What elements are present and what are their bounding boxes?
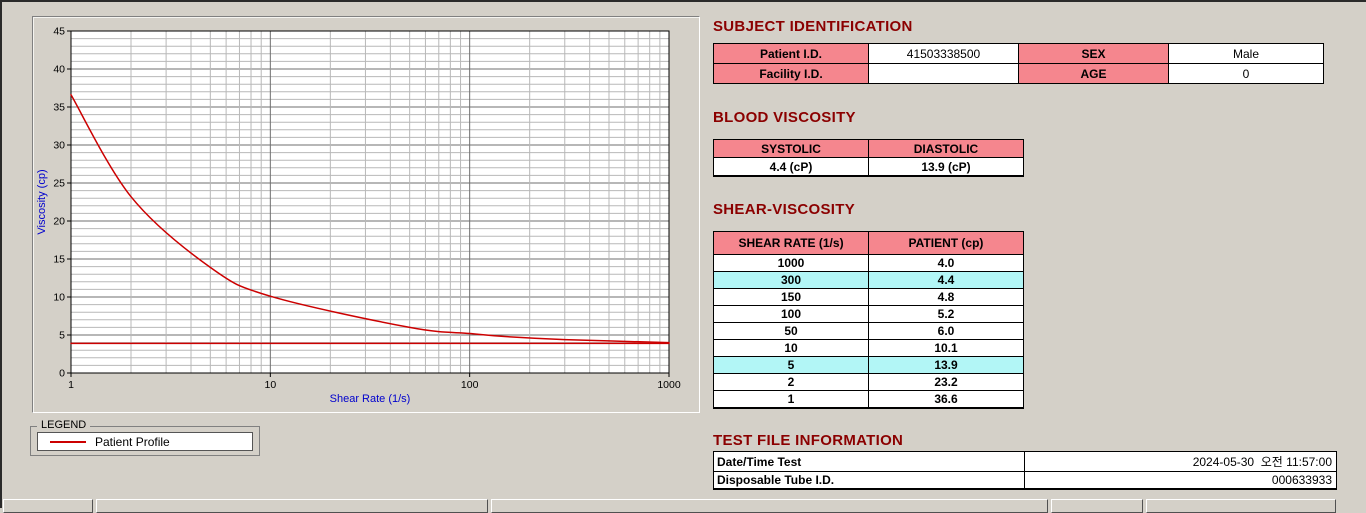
shear-rate-cell: 100 (713, 305, 869, 323)
subject-identification-table: Patient I.D. 41503338500 SEX Male Facili… (713, 43, 1324, 84)
shear-table-row: 10 10.1 (713, 339, 1024, 357)
shear-table-row: 5 13.9 (713, 356, 1024, 374)
table-row: SHEAR RATE (1/s) PATIENT (cp) (713, 231, 1024, 255)
shear-table-row: 300 4.4 (713, 271, 1024, 289)
legend-series-label: Patient Profile (95, 434, 170, 449)
diastolic-header: DIASTOLIC (868, 139, 1024, 158)
diastolic-value: 13.9 (cP) (868, 157, 1024, 177)
test-file-label: Disposable Tube I.D. (713, 471, 1025, 490)
test-file-information-title: TEST FILE INFORMATION (713, 432, 904, 449)
shear-rate-cell: 300 (713, 271, 869, 289)
patient-cp-cell: 6.0 (868, 322, 1024, 340)
table-row: Patient I.D. 41503338500 SEX Male (713, 43, 1324, 64)
patient-cp-cell: 23.2 (868, 373, 1024, 391)
bottom-button-fragment[interactable] (491, 499, 1048, 513)
shear-rate-cell: 10 (713, 339, 869, 357)
bottom-button-fragment[interactable] (3, 499, 93, 513)
patient-cp-header: PATIENT (cp) (868, 231, 1024, 255)
shear-rate-cell: 2 (713, 373, 869, 391)
svg-text:1000: 1000 (657, 379, 681, 391)
test-file-row: Date/Time Test 2024-05-30 오전 11:57:00 (713, 451, 1337, 472)
age-label: AGE (1018, 63, 1169, 84)
shear-table-row: 50 6.0 (713, 322, 1024, 340)
test-file-label: Date/Time Test (713, 451, 1025, 472)
svg-text:35: 35 (53, 102, 65, 114)
svg-text:5: 5 (59, 330, 65, 342)
svg-text:10: 10 (53, 292, 65, 304)
table-row: 4.4 (cP) 13.9 (cP) (713, 157, 1024, 177)
shear-table-row: 1000 4.0 (713, 254, 1024, 272)
svg-text:30: 30 (53, 140, 65, 152)
sex-label: SEX (1018, 43, 1169, 64)
facility-id-label: Facility I.D. (713, 63, 869, 84)
shear-table-row: 1 36.6 (713, 390, 1024, 409)
patient-id-value: 41503338500 (868, 43, 1019, 64)
bottom-button-fragment[interactable] (96, 499, 488, 513)
blood-viscosity-title: BLOOD VISCOSITY (713, 109, 856, 126)
patient-cp-cell: 13.9 (868, 356, 1024, 374)
patient-id-label: Patient I.D. (713, 43, 869, 64)
table-row: Facility I.D. AGE 0 (713, 63, 1324, 84)
test-file-row: Disposable Tube I.D. 000633933 (713, 471, 1337, 490)
bottom-button-fragment[interactable] (1146, 499, 1336, 513)
age-value: 0 (1168, 63, 1324, 84)
blood-viscosity-table: SYSTOLIC DIASTOLIC 4.4 (cP) 13.9 (cP) (713, 139, 1024, 177)
shear-rate-cell: 1000 (713, 254, 869, 272)
legend-box: LEGEND Patient Profile (30, 419, 260, 456)
patient-cp-cell: 4.4 (868, 271, 1024, 289)
shear-rate-cell: 1 (713, 390, 869, 409)
legend-caption: LEGEND (37, 419, 91, 431)
shear-rate-cell: 50 (713, 322, 869, 340)
svg-text:Shear Rate (1/s): Shear Rate (1/s) (330, 393, 411, 405)
shear-table-row: 2 23.2 (713, 373, 1024, 391)
subject-identification-title: SUBJECT IDENTIFICATION (713, 18, 913, 35)
shear-viscosity-table: SHEAR RATE (1/s) PATIENT (cp) 1000 4.0 300… (713, 231, 1024, 409)
svg-text:20: 20 (53, 216, 65, 228)
test-file-value: 2024-05-30 오전 11:57:00 (1024, 451, 1337, 472)
table-row: SYSTOLIC DIASTOLIC (713, 139, 1024, 158)
facility-id-value (868, 63, 1019, 84)
svg-text:0: 0 (59, 368, 65, 380)
test-file-information-table: Date/Time Test 2024-05-30 오전 11:57:00 Disp… (713, 451, 1337, 490)
shear-rate-cell: 5 (713, 356, 869, 374)
bottom-button-fragment[interactable] (1051, 499, 1143, 513)
svg-text:10: 10 (264, 379, 276, 391)
patient-cp-cell: 10.1 (868, 339, 1024, 357)
shear-viscosity-title: SHEAR-VISCOSITY (713, 201, 856, 218)
sex-value: Male (1168, 43, 1324, 64)
svg-text:40: 40 (53, 64, 65, 76)
shear-table-row: 100 5.2 (713, 305, 1024, 323)
patient-cp-cell: 36.6 (868, 390, 1024, 409)
svg-text:45: 45 (53, 26, 65, 38)
shear-rate-header: SHEAR RATE (1/s) (713, 231, 869, 255)
test-file-value: 000633933 (1024, 471, 1337, 490)
patient-profile-line-icon (50, 440, 86, 443)
chart-panel: 0 5 10 15 20 25 30 35 40 45 1 10 100 1000 Shear Rate (… (32, 16, 700, 413)
svg-text:15: 15 (53, 254, 65, 266)
svg-text:Viscosity (cp): Viscosity (cp) (36, 169, 48, 234)
svg-text:25: 25 (53, 178, 65, 190)
systolic-header: SYSTOLIC (713, 139, 869, 158)
patient-cp-cell: 4.8 (868, 288, 1024, 306)
svg-text:1: 1 (68, 379, 74, 391)
viscosity-chart: 0 5 10 15 20 25 30 35 40 45 1 10 100 1000 Shear Rate (… (36, 26, 681, 406)
shear-rate-cell: 150 (713, 288, 869, 306)
patient-cp-cell: 5.2 (868, 305, 1024, 323)
shear-table-row: 150 4.8 (713, 288, 1024, 306)
svg-text:100: 100 (461, 379, 479, 391)
legend-entry: Patient Profile (37, 432, 253, 451)
systolic-value: 4.4 (cP) (713, 157, 869, 177)
patient-cp-cell: 4.0 (868, 254, 1024, 272)
